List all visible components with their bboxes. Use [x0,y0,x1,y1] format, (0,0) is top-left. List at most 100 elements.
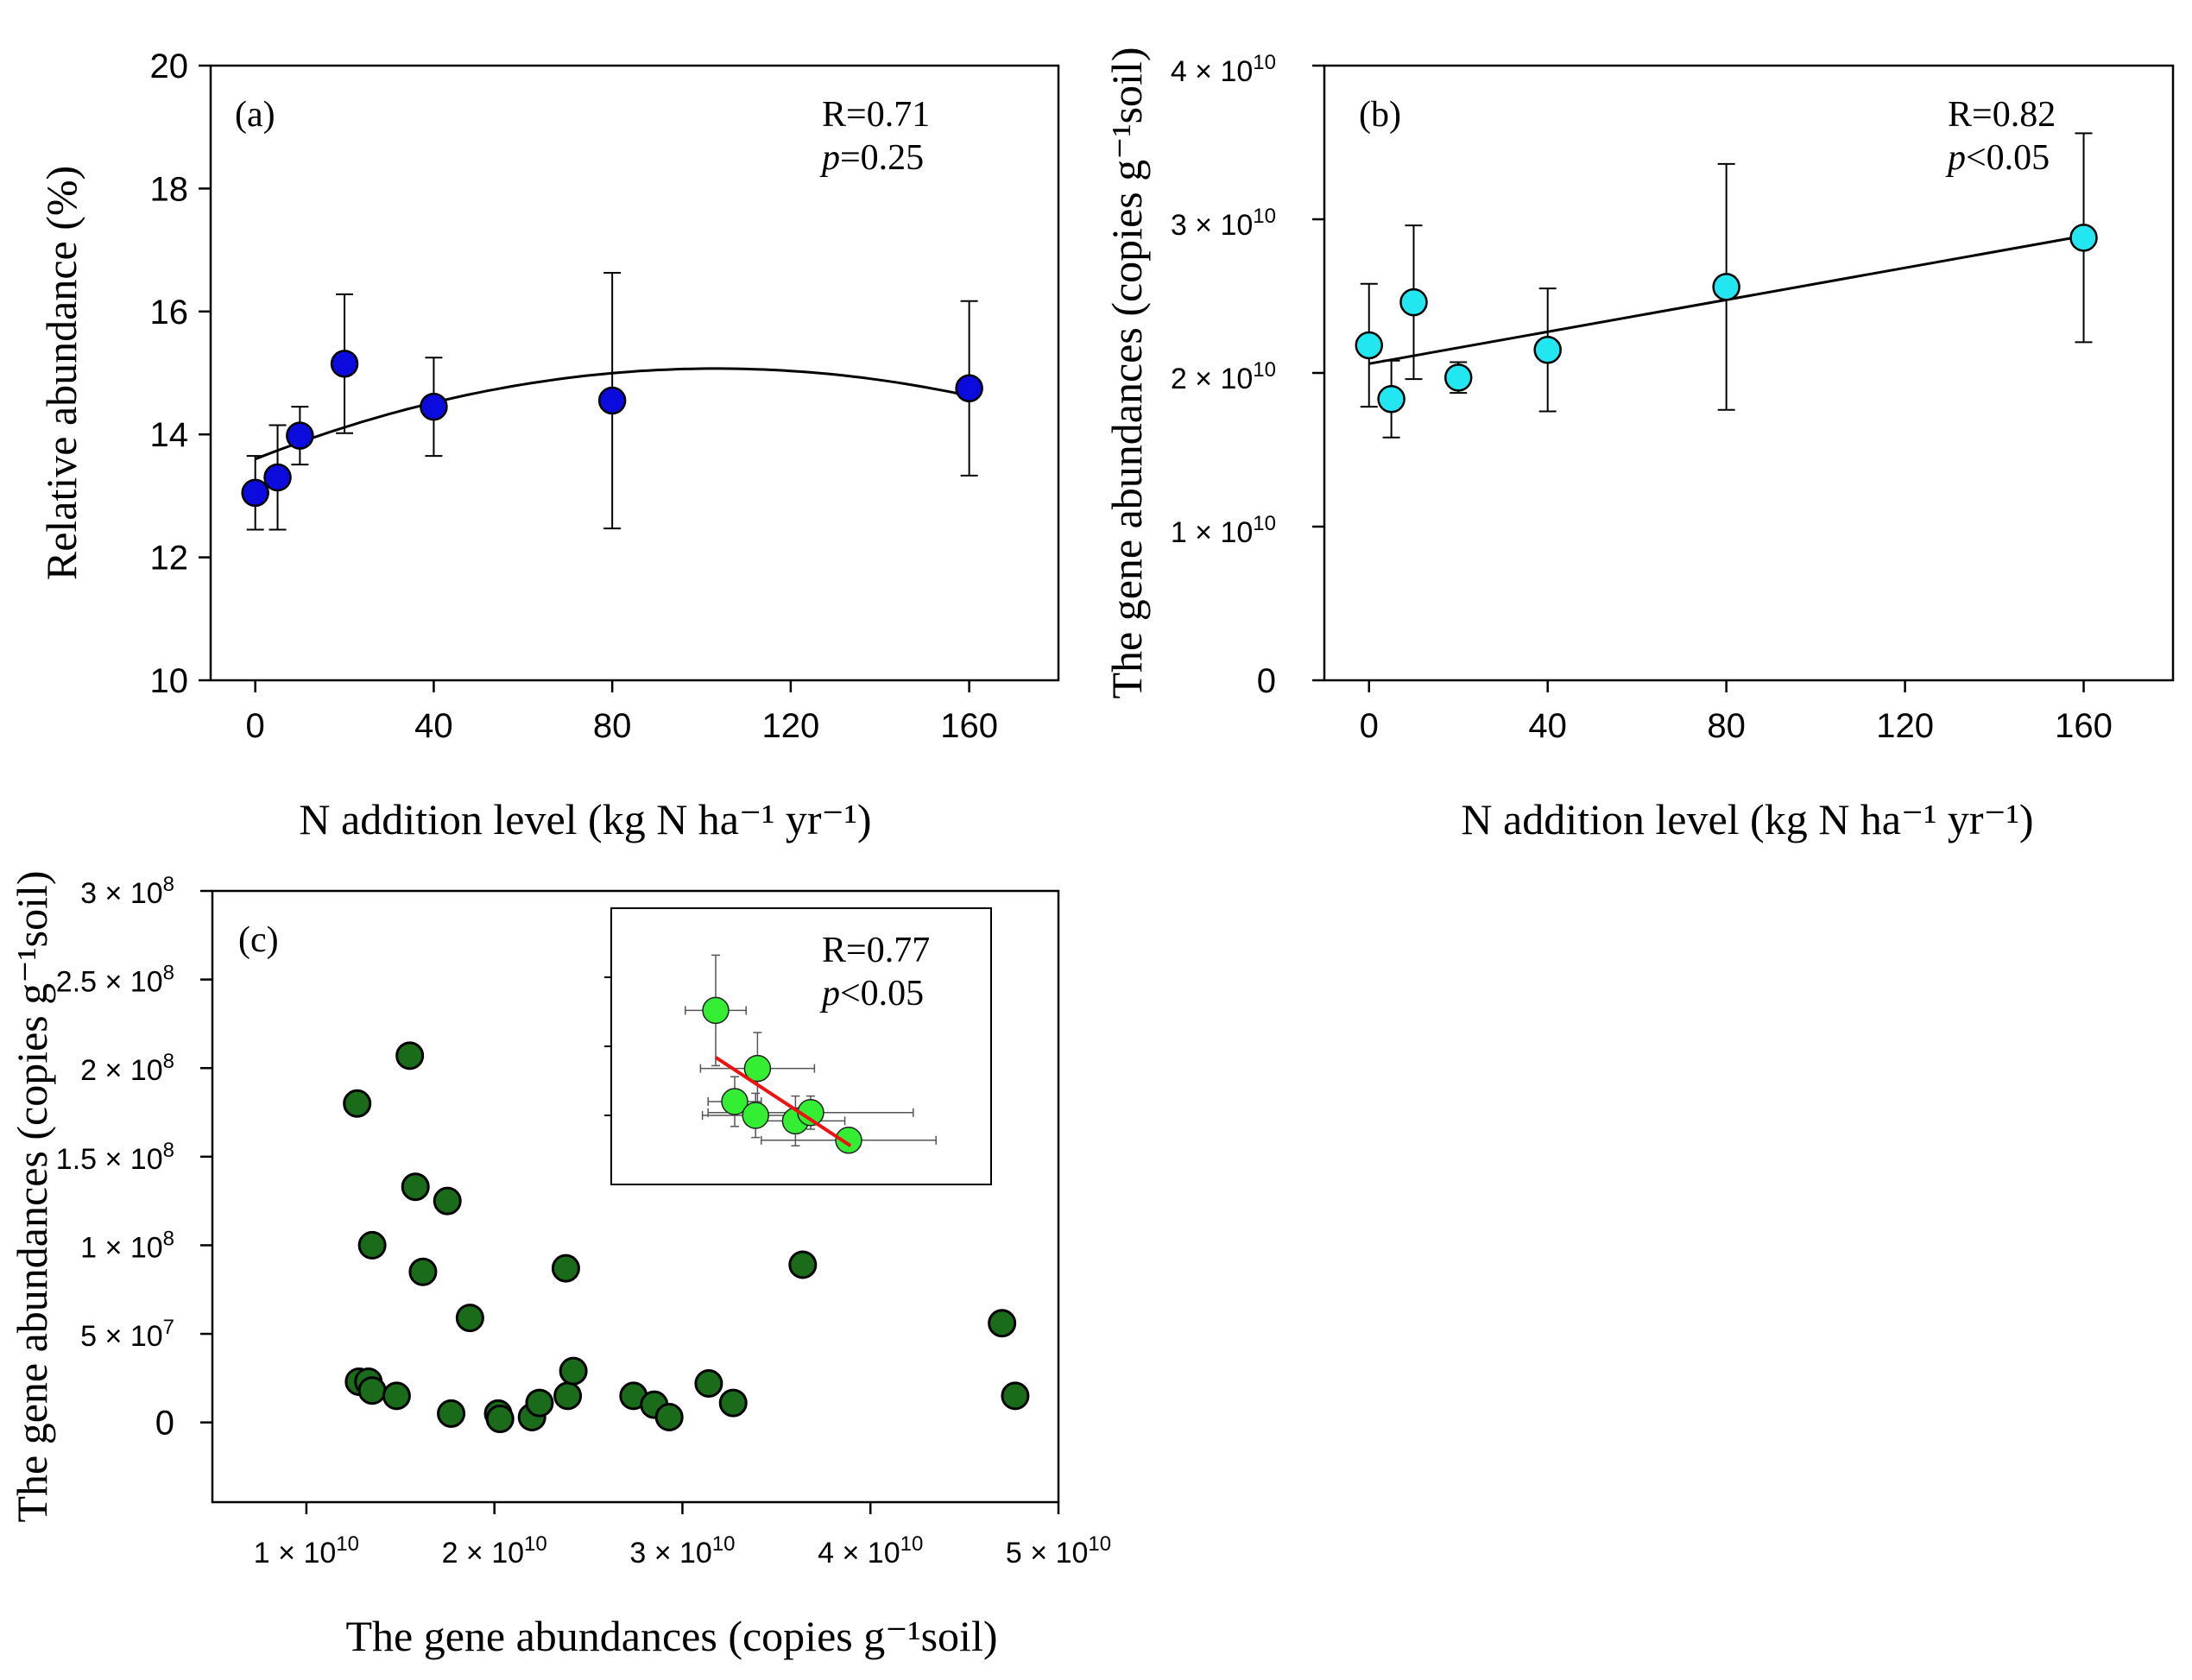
panel-b-ticks: 0 40 80 120 160 0 1 × 1010 2 × 1010 3 × 1010 4 × … [1171,51,2113,745]
panel-c-points [343,1041,1030,1434]
panel-a-ytick-label: 18 [150,170,189,208]
inset-point [743,1054,772,1083]
panel-a-point [263,463,292,492]
inset-point [702,996,730,1025]
panel-c-point [553,1381,583,1411]
panel-b-point [1712,273,1740,301]
panel-c-xtick-label: 5 × 1010 [1006,1532,1111,1569]
panel-a-point [597,386,627,415]
panel-a-ytick-label: 12 [150,540,189,578]
panel-c-ytick-label: 1 × 108 [80,1227,174,1264]
panel-c-ytick-label: 5 × 107 [80,1316,174,1353]
panel-c-point [395,1041,425,1071]
panel-c-point [485,1405,515,1434]
panel-a-ticks: 0 40 80 120 160 10 12 14 16 18 20 [150,47,999,745]
panel-b-xtick-label: 120 [1876,707,1934,745]
inset-point [835,1127,862,1154]
panel-c-xtick-label: 2 × 1010 [442,1532,547,1569]
panel-a-xlabel: N addition level (kg N ha⁻¹ yr⁻¹) [299,795,871,843]
panel-c-ytick-label: 2 × 108 [80,1050,174,1087]
panel-a-point [241,478,269,508]
panel-b-r: R=0.82 [1948,95,2056,135]
panel-b-point [1443,363,1473,392]
panel-b-points [1355,224,2098,414]
panel-c-ytick-label: 0 [155,1405,174,1443]
panel-c-point [401,1172,430,1202]
inset-point [742,1102,769,1129]
panel-a-point [286,421,314,450]
panel-a: 0 40 80 120 160 10 12 14 16 18 20 (a) R=0.71 p=0.2… [37,47,1060,843]
panel-b-ytick-label: 0 [1257,662,1276,700]
panel-c-xtick-label: 1 × 1010 [254,1532,359,1569]
panel-b-xtick-label: 0 [1360,707,1379,745]
panel-c-tag: (c) [238,920,279,960]
panel-c-xtick-label: 3 × 1010 [629,1532,735,1569]
panel-a-points [241,350,983,508]
panel-c-ticks: 1 × 1010 2 × 1010 3 × 1010 4 × 1010 5 × 1010… [56,873,1111,1569]
inset-p: p<0.05 [819,974,924,1014]
panel-c-point [551,1254,580,1283]
panel-a-ytick-label: 10 [150,662,189,700]
panel-a-p: p=0.25 [819,138,924,178]
inset-fit-line [714,1056,852,1147]
panel-c-ylabel: The gene abundances (copies g⁻¹soil) [8,870,56,1522]
panel-b: 0 40 80 120 160 0 1 × 1010 2 × 1010 3 × 1010 4 × … [1102,47,2175,843]
panel-a-r: R=0.71 [822,95,930,135]
panel-b-ytick-label: 2 × 1010 [1171,358,1276,395]
panel-a-point [955,374,983,403]
panel-c-point [433,1186,462,1216]
panel-c-ytick-label: 1.5 × 108 [56,1139,174,1176]
panel-b-ytick-label: 3 × 1010 [1171,205,1276,242]
panel-c-xlabel: The gene abundances (copies g⁻¹soil) [345,1612,997,1660]
panel-b-p: p<0.05 [1945,138,2050,178]
panel-c-frame [211,889,1060,1504]
panel-c-point [343,1089,372,1118]
panel-b-xtick-label: 80 [1707,707,1746,745]
panel-c-point [654,1402,684,1431]
panel-c-inset: R=0.77 p<0.05 [604,907,992,1185]
panel-c-ytick-label: 2.5 × 108 [56,962,174,999]
panel-c: 1 × 1010 2 × 1010 3 × 1010 4 × 1010 5 × 1010… [8,870,1111,1660]
panel-a-frame [209,64,1060,682]
panel-b-xtick-label: 160 [2055,707,2113,745]
panel-b-xlabel: N addition level (kg N ha⁻¹ yr⁻¹) [1461,795,2033,843]
panel-c-point [437,1399,466,1428]
panel-c-point [357,1376,387,1405]
panel-c-point [408,1257,438,1286]
panel-c-point [559,1356,588,1386]
inset-r: R=0.77 [822,931,930,970]
panel-b-ylabel: The gene abundances (copies g⁻¹soil) [1102,47,1151,698]
panel-c-point [694,1369,723,1399]
panel-b-tag: (b) [1359,95,1401,135]
panel-a-ytick-label: 20 [150,47,189,85]
panel-a-ylabel: Relative abundance (%) [37,166,85,580]
inset-points [702,996,862,1154]
panel-c-point [382,1381,411,1411]
panel-a-point [330,350,359,378]
panel-b-point [1533,336,1562,364]
inset-ticks [604,976,611,1116]
panel-a-fit-curve [255,367,970,461]
panel-c-point [788,1250,818,1279]
panel-a-ytick-label: 16 [150,294,189,332]
panel-b-ytick-label: 1 × 1010 [1171,512,1276,549]
panel-b-ytick-label: 4 × 1010 [1171,51,1276,88]
panel-c-point [455,1304,484,1333]
panel-c-point [988,1309,1017,1338]
panel-c-point [525,1388,554,1418]
panel-a-xtick-label: 80 [593,707,632,745]
panel-a-ytick-label: 14 [150,416,189,454]
panel-c-ytick-label: 3 × 108 [80,873,174,910]
panel-c-point [718,1388,748,1418]
panel-a-tag: (a) [235,95,275,135]
panel-a-xtick-label: 0 [246,707,265,745]
panel-c-point [357,1230,387,1260]
panel-a-point [420,392,448,421]
panel-a-xtick-label: 120 [762,707,820,745]
inset-frame [610,907,992,1185]
panel-c-point [1001,1381,1030,1411]
panel-b-point [1377,385,1406,414]
panel-b-point [1399,287,1428,317]
panel-b-point [1355,331,1383,360]
panel-b-point [2069,224,2098,252]
